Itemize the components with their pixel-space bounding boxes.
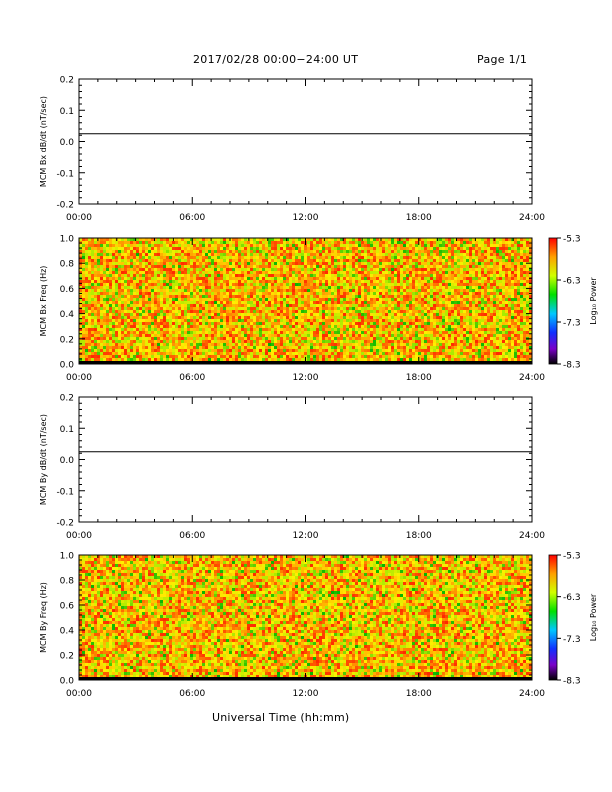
y-tick-label: 0.4 <box>60 627 75 637</box>
y-tick-label: -0.2 <box>56 201 74 211</box>
colorbar-tick-label: -8.3 <box>563 361 581 371</box>
y-tick-label: 0.2 <box>60 652 74 662</box>
page-number: Page 1/1 <box>477 53 528 66</box>
x-tick-label: 12:00 <box>293 531 319 541</box>
colorbar-tick-label: -6.3 <box>563 277 581 287</box>
colorbar: -5.3 -6.3 -7.3 -8.3 Log₁₀ Power <box>548 552 598 687</box>
panel-3: -0.2 -0.1 0.0 0.1 0.2 00:00 06:00 12:00 18:00 24:… <box>39 394 545 542</box>
y-tick-label: 0.6 <box>60 602 75 612</box>
colorbar-tick-label: -6.3 <box>563 593 581 603</box>
colorbar: -5.3 -6.3 -7.3 -8.3 Log₁₀ Power <box>548 235 598 371</box>
x-tick-label: 24:00 <box>519 213 545 223</box>
heatmap-cells <box>79 238 532 361</box>
colorbar-scale <box>548 237 558 365</box>
y-tick-label: -0.1 <box>56 487 74 497</box>
x-tick-label: 06:00 <box>179 373 205 383</box>
x-tick-label: 00:00 <box>66 531 92 541</box>
y-tick-label: 1.0 <box>60 235 75 245</box>
y-tick-label: -0.1 <box>56 169 74 179</box>
panel-1: -0.2 -0.1 0.0 0.1 0.2 00:00 06:00 12:00 18:00 24:… <box>39 76 545 224</box>
x-tick-label: 24:00 <box>519 373 545 383</box>
y-tick-label: 0.2 <box>60 335 74 345</box>
y-axis-label: MCM Bx dB/dt (nT/sec) <box>39 96 48 187</box>
panel-4: 0.0 0.2 0.4 0.6 0.8 1.0 00:00 06:00 12:00 18:00 24… <box>39 552 598 700</box>
x-tick-label: 06:00 <box>179 531 205 541</box>
y-axis-label: MCM Bx Freq (Hz) <box>39 266 48 337</box>
colorbar-scale <box>548 554 558 681</box>
x-tick-label: 24:00 <box>519 531 545 541</box>
colorbar-tick-label: -7.3 <box>563 319 581 329</box>
x-tick-label: 18:00 <box>406 213 432 223</box>
y-tick-label: 0.4 <box>60 310 75 320</box>
x-tick-label: 24:00 <box>519 689 545 699</box>
y-tick-label: 1.0 <box>60 552 75 562</box>
plot-frame <box>78 396 533 523</box>
y-tick-label: 0.1 <box>60 425 74 435</box>
colorbar-tick-label: -5.3 <box>563 235 581 245</box>
y-tick-label: -0.2 <box>56 519 74 529</box>
x-tick-label: 12:00 <box>293 373 319 383</box>
colorbar-label: Log₁₀ Power <box>589 277 598 325</box>
colorbar-tick-label: -7.3 <box>563 635 581 645</box>
y-tick-label: 0.0 <box>60 456 75 466</box>
page-title: 2017/02/28 00:00−24:00 UT <box>193 53 359 66</box>
y-axis-label: MCM By dB/dt (nT/sec) <box>39 414 48 505</box>
colorbar-tick-label: -8.3 <box>563 677 581 687</box>
plot-frame <box>78 78 533 205</box>
x-tick-label: 12:00 <box>293 213 319 223</box>
y-tick-label: 0.2 <box>60 394 74 404</box>
y-tick-label: 0.0 <box>60 361 75 371</box>
x-tick-label: 00:00 <box>66 689 92 699</box>
y-tick-label: 0.8 <box>60 577 75 587</box>
y-tick-label: 0.8 <box>60 260 75 270</box>
x-tick-label: 18:00 <box>406 373 432 383</box>
y-axis-label: MCM By Freq (Hz) <box>39 582 48 653</box>
x-tick-label: 06:00 <box>179 213 205 223</box>
y-tick-label: 0.1 <box>60 107 74 117</box>
x-tick-label: 18:00 <box>406 689 432 699</box>
x-axis-title: Universal Time (hh:mm) <box>212 711 350 724</box>
y-tick-label: 0.2 <box>60 76 74 86</box>
x-tick-label: 00:00 <box>66 373 92 383</box>
colorbar-tick-label: -5.3 <box>563 552 581 562</box>
x-tick-label: 00:00 <box>66 213 92 223</box>
colorbar-label: Log₁₀ Power <box>589 593 598 641</box>
x-tick-label: 06:00 <box>179 689 205 699</box>
panel-2: 0.0 0.2 0.4 0.6 0.8 1.0 00:00 06:00 12:00 18:00 24… <box>39 235 598 384</box>
heatmap-cells <box>79 555 532 678</box>
x-tick-label: 12:00 <box>293 689 319 699</box>
y-tick-label: 0.0 <box>60 677 75 687</box>
y-tick-label: 0.6 <box>60 285 75 295</box>
x-tick-label: 18:00 <box>406 531 432 541</box>
y-tick-label: 0.0 <box>60 138 75 148</box>
